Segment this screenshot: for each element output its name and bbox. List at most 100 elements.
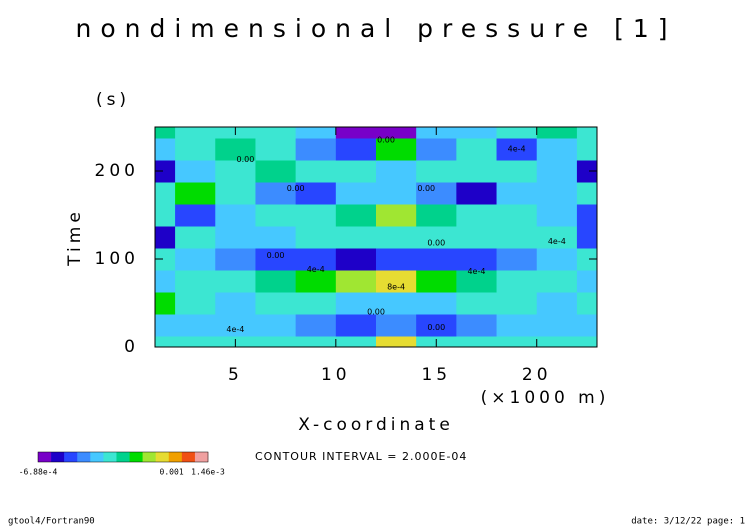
field-cell bbox=[335, 127, 377, 139]
field-cell bbox=[215, 138, 256, 161]
field-cell bbox=[376, 182, 417, 205]
colorbar-swatch bbox=[90, 452, 104, 462]
field-cell bbox=[576, 127, 598, 139]
chart-title: nondimensional pressure [1] bbox=[75, 14, 676, 43]
contour-label: 0.00 bbox=[417, 184, 435, 193]
field-cell bbox=[576, 204, 598, 227]
footer-left: gtool4/Fortran90 bbox=[8, 517, 95, 527]
field-cell bbox=[295, 248, 337, 271]
field-cell bbox=[456, 248, 498, 271]
field-cell bbox=[155, 138, 176, 161]
field-cell bbox=[255, 127, 297, 139]
colorbar-swatch bbox=[116, 452, 130, 462]
field-cell bbox=[576, 292, 598, 315]
field-cell bbox=[255, 160, 297, 183]
field-cell bbox=[255, 336, 297, 348]
colorbar-swatch bbox=[38, 452, 52, 462]
field-cell bbox=[376, 292, 417, 315]
field-cell bbox=[576, 314, 598, 337]
field-cell bbox=[536, 292, 578, 315]
field-cell bbox=[536, 138, 578, 161]
field-cell bbox=[175, 248, 216, 271]
field-cell bbox=[456, 336, 498, 348]
field-cell bbox=[255, 226, 297, 249]
field-cell bbox=[295, 138, 337, 161]
field-cell bbox=[175, 127, 216, 139]
contour-label: 0.00 bbox=[237, 155, 255, 164]
field-cell bbox=[335, 182, 377, 205]
field-cell bbox=[175, 160, 216, 183]
field-cell bbox=[456, 314, 498, 337]
colorbar-swatch bbox=[51, 452, 65, 462]
field-cell bbox=[155, 226, 176, 249]
colorbar-swatch bbox=[194, 452, 209, 462]
field-cell bbox=[416, 160, 457, 183]
contour-label: 4e-4 bbox=[508, 145, 526, 154]
field-cell bbox=[496, 270, 538, 293]
field-cell bbox=[576, 226, 598, 249]
field-cell bbox=[155, 204, 176, 227]
field-cell bbox=[416, 292, 457, 315]
contour-label: 8e-4 bbox=[387, 283, 405, 292]
field-cell bbox=[215, 248, 256, 271]
field-cell bbox=[456, 138, 498, 161]
field-cell bbox=[255, 204, 297, 227]
field-cell bbox=[496, 314, 538, 337]
y-tick-label: 100 bbox=[95, 249, 139, 269]
field-cell bbox=[175, 138, 216, 161]
field-cell bbox=[536, 270, 578, 293]
plot-frame bbox=[154, 126, 598, 348]
field-cell bbox=[295, 182, 337, 205]
field-cell bbox=[255, 138, 297, 161]
field-cell bbox=[295, 204, 337, 227]
field-cell bbox=[536, 336, 578, 348]
field-cell bbox=[416, 270, 457, 293]
field-cell bbox=[335, 248, 377, 271]
x-unit: (×1000 m) bbox=[481, 388, 610, 408]
field-cell bbox=[155, 160, 176, 183]
field-cell bbox=[295, 336, 337, 348]
field-cell bbox=[576, 138, 598, 161]
colorbar-label: 0.001 bbox=[160, 468, 184, 477]
field-cell bbox=[496, 204, 538, 227]
field-cell bbox=[215, 226, 256, 249]
x-tick-label: 5 bbox=[228, 365, 243, 385]
field-cell bbox=[215, 314, 256, 337]
field-cell bbox=[536, 204, 578, 227]
y-tick-label: 0 bbox=[124, 337, 139, 357]
field-cell bbox=[155, 182, 176, 205]
field-cell bbox=[255, 182, 297, 205]
field-cell bbox=[496, 127, 538, 139]
field-cell bbox=[576, 160, 598, 183]
contour-label: 0.00 bbox=[287, 184, 305, 193]
field-cell bbox=[335, 160, 377, 183]
field-cell bbox=[175, 336, 216, 348]
field-cell bbox=[496, 182, 538, 205]
field-cell bbox=[295, 292, 337, 315]
contour-label: 4e-4 bbox=[226, 325, 244, 334]
field-cell bbox=[416, 182, 457, 205]
field-cell bbox=[175, 204, 216, 227]
field-cell bbox=[155, 314, 176, 337]
colorbar-swatch bbox=[181, 452, 196, 462]
contour-label: 4e-4 bbox=[467, 267, 485, 276]
field-cell bbox=[255, 314, 297, 337]
field-cell bbox=[416, 226, 457, 249]
contour-label: 4e-4 bbox=[307, 265, 325, 274]
y-axis-title: Time bbox=[65, 208, 85, 267]
field-cell bbox=[576, 270, 598, 293]
field-cell bbox=[416, 204, 457, 227]
y-unit: (s) bbox=[96, 90, 130, 110]
field-cell bbox=[496, 138, 538, 161]
contour-interval: CONTOUR INTERVAL = 2.000E-04 bbox=[255, 450, 467, 463]
field-cell bbox=[496, 160, 538, 183]
colorbar-swatch bbox=[142, 452, 156, 462]
colorbar-swatch bbox=[103, 452, 117, 462]
field-cell bbox=[295, 127, 337, 139]
colorbar-swatch bbox=[155, 452, 170, 462]
field-cell bbox=[335, 204, 377, 227]
field-cell bbox=[175, 270, 216, 293]
field-cell bbox=[576, 336, 598, 348]
contour-label: 0.00 bbox=[377, 136, 395, 145]
field-cell bbox=[576, 182, 598, 205]
